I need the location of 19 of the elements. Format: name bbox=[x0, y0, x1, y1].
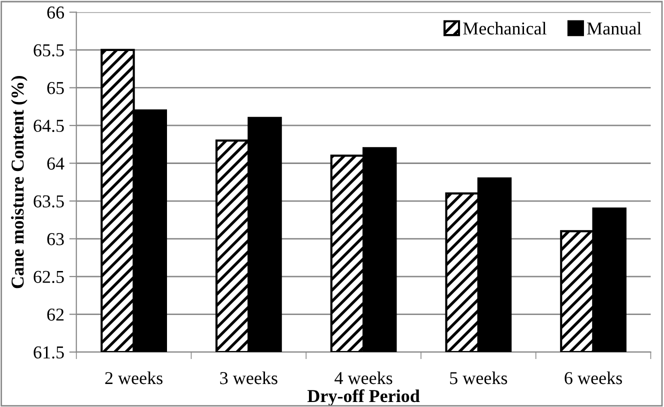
x-tick-label: 2 weeks bbox=[105, 372, 162, 384]
y-tick-label: 64.5 bbox=[34, 120, 64, 132]
y-tick-label: 62.5 bbox=[34, 270, 64, 284]
y-tick-label: 65 bbox=[47, 82, 64, 94]
y-axis-title: Cane moisture Content (%) bbox=[11, 76, 28, 288]
y-tick-label: 65.5 bbox=[34, 44, 64, 56]
x-tick-label: 5 weeks bbox=[450, 372, 508, 384]
y-tick-label: 63 bbox=[47, 233, 64, 246]
legend-label: Manual bbox=[587, 22, 642, 35]
y-tick-label: 64 bbox=[47, 158, 64, 170]
y-tick-label: 62 bbox=[47, 308, 64, 321]
y-tick-label: 63.5 bbox=[34, 195, 64, 208]
x-tick-label: 6 weeks bbox=[564, 372, 622, 384]
x-axis-title: Dry-off Period bbox=[307, 389, 420, 406]
legend-label: Mechanical bbox=[463, 22, 546, 35]
x-tick-label: 3 weeks bbox=[220, 372, 278, 384]
y-tick-label: 66 bbox=[47, 6, 64, 19]
y-tick-label: 61.5 bbox=[34, 346, 64, 359]
x-tick-label: 4 weeks bbox=[334, 372, 392, 384]
